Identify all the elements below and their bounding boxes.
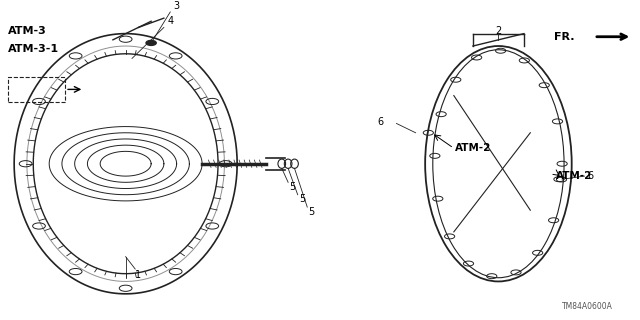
Text: 1: 1 (135, 270, 141, 280)
Text: 2: 2 (495, 26, 502, 36)
Text: 3: 3 (173, 1, 180, 11)
Text: 5: 5 (299, 194, 305, 204)
Text: 5: 5 (308, 207, 315, 217)
Text: 4: 4 (167, 16, 173, 26)
Text: FR.: FR. (554, 32, 575, 42)
Circle shape (146, 40, 156, 45)
Text: ATM-2: ATM-2 (556, 171, 592, 181)
Text: ATM-3-1: ATM-3-1 (8, 44, 59, 54)
Text: 5: 5 (289, 182, 296, 192)
Text: ATM-2: ATM-2 (455, 143, 491, 153)
Text: ATM-3: ATM-3 (8, 26, 47, 36)
Text: TM84A0600A: TM84A0600A (563, 302, 613, 311)
Text: 6: 6 (588, 171, 594, 181)
Text: 6: 6 (378, 117, 383, 127)
